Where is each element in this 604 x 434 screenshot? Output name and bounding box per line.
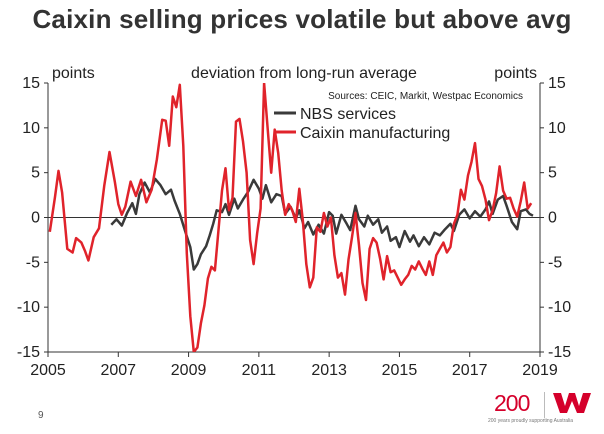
page-number: 9 bbox=[38, 410, 44, 421]
left-y-tick-label: -10 bbox=[17, 299, 40, 316]
left-y-tick-label: -15 bbox=[17, 344, 40, 361]
x-tick-label: 2007 bbox=[100, 362, 136, 379]
left-y-tick-label: 5 bbox=[31, 165, 40, 182]
left-y-tick-label: 0 bbox=[31, 210, 40, 227]
logo-tagline: 200 years proudly supporting Australia bbox=[488, 418, 574, 424]
right-y-tick-label: -10 bbox=[548, 299, 571, 316]
series-lines bbox=[48, 83, 534, 352]
source-note: Sources: CEIC, Markit, Westpac Economics bbox=[328, 91, 523, 102]
x-tick-label: 2005 bbox=[30, 362, 66, 379]
right-unit-label: points bbox=[494, 65, 537, 82]
left-y-tick-label: -5 bbox=[26, 254, 40, 271]
left-y-tick-label: 15 bbox=[22, 75, 40, 92]
westpac-w-icon bbox=[553, 393, 591, 413]
x-tick-label: 2011 bbox=[242, 362, 277, 379]
logo-divider bbox=[544, 392, 545, 418]
caixin-manufacturing-line bbox=[48, 83, 533, 352]
left-y-tick-label: 10 bbox=[22, 120, 40, 137]
x-tick-label: 2015 bbox=[382, 362, 418, 379]
x-tick-label: 2019 bbox=[522, 362, 558, 379]
x-tick-label: 2017 bbox=[452, 362, 488, 379]
right-y-tick-label: -5 bbox=[548, 254, 562, 271]
right-y-tick-label: 0 bbox=[548, 210, 557, 227]
westpac-200-logo: 200 200 years proudly supporting Austral… bbox=[484, 388, 600, 428]
right-y-tick-label: 10 bbox=[548, 120, 566, 137]
left-unit-label: points bbox=[52, 65, 95, 82]
logo-200-number: 200 bbox=[494, 390, 530, 416]
right-y-tick-label: 5 bbox=[548, 165, 557, 182]
x-tick-label: 2013 bbox=[311, 362, 347, 379]
x-tick-label: 2009 bbox=[171, 362, 207, 379]
right-y-tick-label: -15 bbox=[548, 344, 571, 361]
page-title: Caixin selling prices volatile but above… bbox=[32, 4, 572, 34]
legend-entry: Caixin manufacturing bbox=[300, 125, 450, 142]
chart-subtitle: deviation from long-run average bbox=[191, 65, 417, 82]
right-y-tick-label: 15 bbox=[548, 75, 566, 92]
legend-entry: NBS services bbox=[300, 106, 396, 123]
